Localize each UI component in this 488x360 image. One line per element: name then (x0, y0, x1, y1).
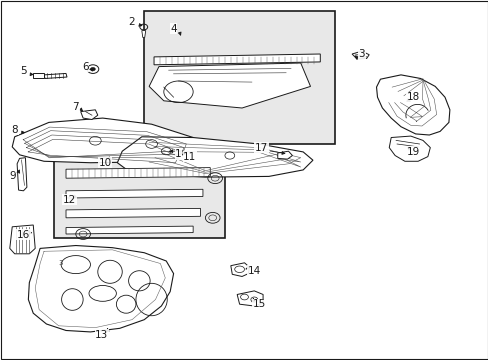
Polygon shape (149, 63, 310, 108)
Polygon shape (376, 75, 449, 135)
Text: 18: 18 (406, 92, 419, 102)
Polygon shape (388, 136, 429, 161)
Text: 14: 14 (247, 266, 261, 276)
Polygon shape (17, 158, 27, 191)
Bar (54, 157, 224, 238)
Bar (144, 11, 334, 144)
Text: 8: 8 (11, 125, 18, 135)
Text: 17: 17 (254, 143, 268, 153)
Polygon shape (12, 118, 195, 163)
Polygon shape (10, 225, 35, 254)
Polygon shape (117, 137, 312, 177)
Polygon shape (81, 110, 98, 120)
Polygon shape (33, 73, 44, 78)
Polygon shape (230, 263, 249, 276)
Text: 19: 19 (406, 147, 419, 157)
Polygon shape (142, 31, 145, 37)
Polygon shape (277, 151, 292, 159)
Polygon shape (44, 73, 67, 78)
Text: 9: 9 (9, 171, 16, 181)
Text: 7: 7 (72, 102, 79, 112)
Text: 2: 2 (128, 17, 135, 27)
Text: 1: 1 (175, 149, 182, 159)
Text: 11: 11 (183, 152, 196, 162)
Text: 3: 3 (59, 260, 63, 266)
Polygon shape (66, 168, 210, 178)
Polygon shape (154, 54, 320, 65)
Text: 10: 10 (99, 158, 111, 168)
Text: 6: 6 (82, 62, 89, 72)
Text: 3: 3 (358, 49, 365, 59)
Polygon shape (237, 291, 263, 306)
Text: 16: 16 (17, 230, 30, 240)
Text: 15: 15 (252, 299, 265, 309)
Polygon shape (66, 208, 200, 218)
Circle shape (90, 67, 95, 71)
Polygon shape (66, 189, 203, 198)
Text: 5: 5 (20, 66, 27, 76)
Text: 13: 13 (95, 330, 108, 340)
Polygon shape (351, 51, 368, 59)
Polygon shape (66, 226, 193, 234)
Polygon shape (28, 246, 173, 332)
Text: 4: 4 (170, 24, 177, 34)
Text: 12: 12 (62, 195, 76, 205)
